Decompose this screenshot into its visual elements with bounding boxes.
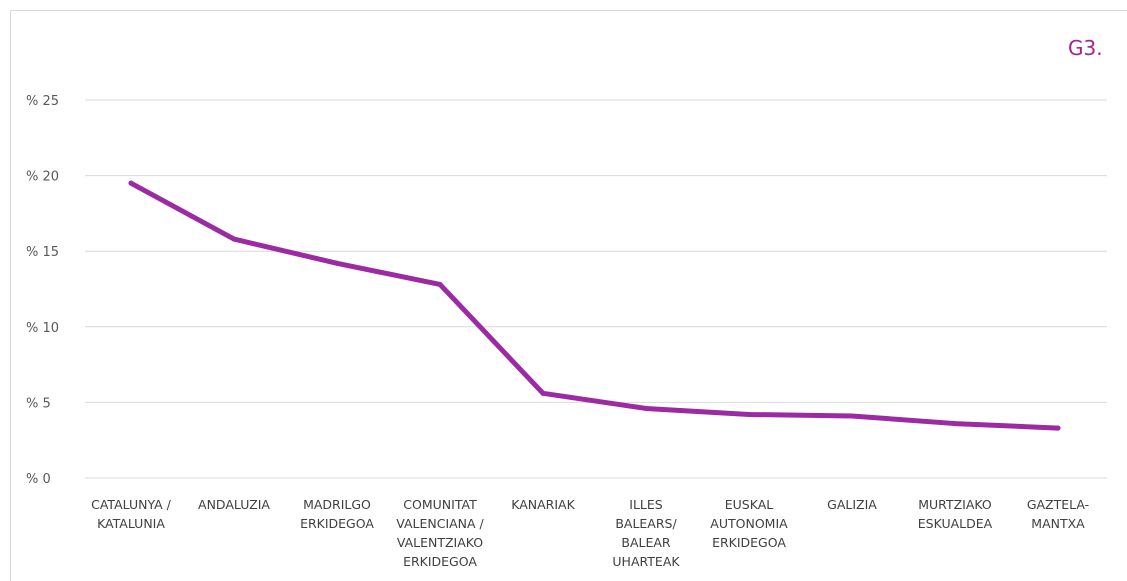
series-line	[128, 180, 1061, 431]
x-tick-label: MURTZIAKO ESKUALDEA	[918, 497, 993, 531]
x-tick-label: KANARIAK	[511, 497, 575, 512]
data-point	[540, 390, 546, 396]
data-point	[746, 411, 752, 417]
y-tick-label: % 0	[26, 472, 51, 487]
y-tick-label: % 25	[26, 94, 59, 109]
y-tick-label: % 5	[26, 396, 51, 411]
data-point	[334, 260, 340, 266]
data-point	[231, 236, 237, 242]
x-tick-label: COMUNITAT VALENCIANA / VALENTZIAKO ERKIDEGO…	[396, 497, 484, 569]
y-tick-label: % 20	[26, 170, 59, 185]
y-axis-ticks: % 0 % 5 % 10 % 15 % 20 % 25	[26, 94, 59, 487]
series-layer	[128, 180, 1061, 431]
data-point	[952, 421, 958, 427]
x-tick-label: GAZTELA-MANTXA	[1027, 497, 1089, 531]
x-axis-ticks: CATALUNYA / KATALUNIA ANDALUZIA MADRILGO ERK…	[91, 497, 1089, 569]
data-point	[643, 405, 649, 411]
x-tick-label: ANDALUZIA	[198, 497, 270, 512]
chart-frame	[10, 10, 1127, 581]
x-tick-label: ILLES BALEARS/BALEAR UHARTEAK	[612, 497, 680, 569]
x-tick-label: CATALUNYA / KATALUNIA	[91, 497, 172, 531]
x-tick-label: MADRILGO ERKIDEGOA	[300, 497, 374, 531]
data-point	[1055, 425, 1061, 431]
data-point	[849, 413, 855, 419]
data-point	[437, 281, 443, 287]
data-point	[128, 180, 134, 186]
x-tick-label: EUSKAL AUTONOMIA ERKIDEGOA	[710, 497, 788, 550]
y-tick-label: % 15	[26, 245, 59, 260]
x-tick-label: GALIZIA	[827, 497, 877, 512]
y-tick-label: % 10	[26, 321, 59, 336]
chart-corner-label: G3.	[1068, 36, 1103, 60]
